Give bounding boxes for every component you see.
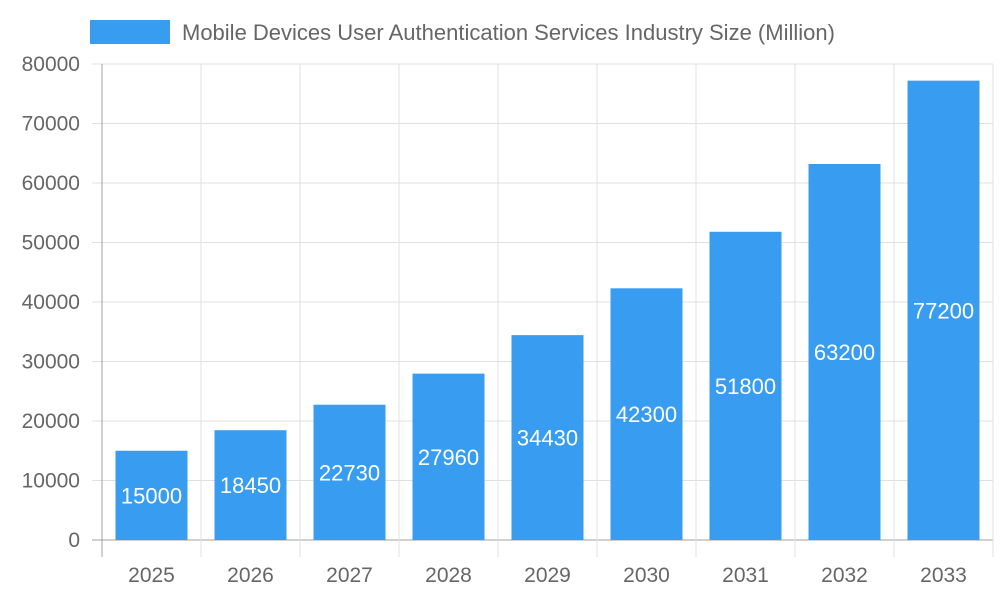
x-tick-label: 2032 xyxy=(821,564,868,587)
grid xyxy=(92,63,994,557)
y-tick-label: 40000 xyxy=(22,291,80,314)
x-tick-label: 2027 xyxy=(326,564,373,587)
x-tick-label: 2033 xyxy=(920,564,967,587)
bar xyxy=(115,450,188,540)
y-tick-label: 20000 xyxy=(22,410,80,433)
data-label: 22730 xyxy=(319,460,380,485)
data-label: 15000 xyxy=(121,483,182,508)
axes: 0 10000 20000 30000 40000 50000 60000 70000 8000… xyxy=(22,53,967,587)
bar xyxy=(313,404,386,540)
bar xyxy=(511,335,584,540)
y-tick-label: 70000 xyxy=(22,113,80,136)
x-tick-label: 2025 xyxy=(128,564,175,587)
x-tick-label: 2028 xyxy=(425,564,472,587)
y-tick-label: 0 xyxy=(68,529,80,552)
x-tick-label: 2030 xyxy=(623,564,670,587)
data-label: 77200 xyxy=(913,298,974,323)
data-label: 34430 xyxy=(517,426,578,451)
bar xyxy=(808,163,881,540)
data-label: 51800 xyxy=(715,374,776,399)
y-tick-label: 30000 xyxy=(22,351,80,374)
x-tick-label: 2031 xyxy=(722,564,769,587)
bar xyxy=(610,288,683,540)
y-tick-label: 80000 xyxy=(22,53,80,76)
y-tick-label: 50000 xyxy=(22,232,80,255)
data-label: 63200 xyxy=(814,340,875,365)
data-label: 18450 xyxy=(220,473,281,498)
legend-swatch xyxy=(90,20,170,44)
legend-label: Mobile Devices User Authentication Servi… xyxy=(182,20,835,45)
data-label: 27960 xyxy=(418,445,479,470)
bars: 15000 18450 22730 27960 34430 42300 51800 63200… xyxy=(115,80,980,541)
y-tick-label: 60000 xyxy=(22,172,80,195)
x-tick-label: 2029 xyxy=(524,564,571,587)
bar xyxy=(907,80,980,540)
data-label: 42300 xyxy=(616,402,677,427)
bar xyxy=(412,373,485,540)
bar xyxy=(214,430,287,540)
legend[interactable]: Mobile Devices User Authentication Servi… xyxy=(90,20,835,45)
x-tick-label: 2026 xyxy=(227,564,274,587)
y-tick-label: 10000 xyxy=(22,470,80,493)
bar xyxy=(709,231,782,541)
